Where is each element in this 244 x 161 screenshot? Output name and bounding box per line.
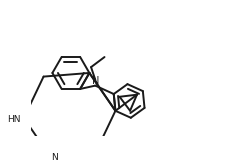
Text: N: N bbox=[51, 153, 58, 161]
Text: N: N bbox=[92, 76, 99, 85]
Text: HN: HN bbox=[7, 115, 20, 124]
